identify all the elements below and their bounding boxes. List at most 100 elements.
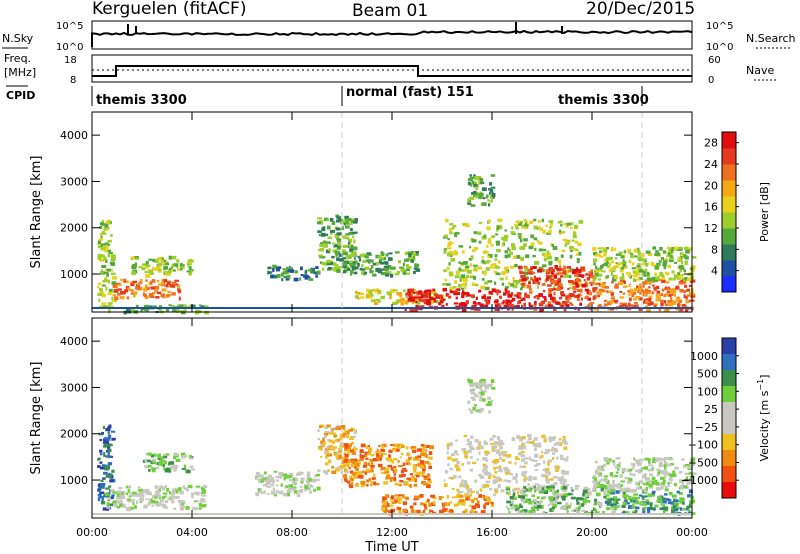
velocity-cell xyxy=(432,500,436,505)
power-cell xyxy=(383,267,388,271)
velocity-cell xyxy=(104,436,107,440)
velocity-cell xyxy=(669,474,674,477)
power-cell xyxy=(156,280,160,283)
power-cell xyxy=(461,283,466,287)
velocity-cell xyxy=(263,479,269,482)
power-cell xyxy=(268,271,272,274)
power-cell xyxy=(272,264,277,268)
velocity-cell xyxy=(686,482,690,485)
power-cell xyxy=(407,297,412,302)
velocity-cell xyxy=(560,506,563,510)
velocity-cell xyxy=(97,493,102,497)
velocity-cell xyxy=(461,483,465,487)
velocity-cell xyxy=(173,507,177,510)
power-cell xyxy=(366,288,369,292)
velocity-cell xyxy=(518,494,521,498)
power-cell xyxy=(609,307,615,311)
velocity-cell xyxy=(317,469,321,472)
velocity-cell xyxy=(533,459,538,462)
velocity-cell xyxy=(474,404,477,407)
power-cell xyxy=(640,262,646,266)
power-cell xyxy=(488,290,493,295)
velocity-cell xyxy=(604,457,608,460)
velocity-cell xyxy=(480,445,484,449)
velocity-cell xyxy=(416,510,421,515)
power-cell xyxy=(467,198,470,203)
power-cell xyxy=(628,304,634,308)
power-cell xyxy=(166,272,171,276)
velocity-cell xyxy=(359,455,365,459)
velocity-cell xyxy=(580,503,585,507)
velocity-cell xyxy=(339,444,345,448)
velocity-cell xyxy=(660,486,664,490)
velocity-cell xyxy=(571,489,574,492)
power-cell xyxy=(505,276,508,281)
power-cell xyxy=(133,291,138,295)
power-cell xyxy=(486,245,489,248)
power-cell xyxy=(286,271,289,274)
velocity-cell xyxy=(313,488,316,492)
velocity-cell xyxy=(398,483,402,487)
velocity-cell xyxy=(352,472,356,476)
velocity-cell xyxy=(475,384,478,388)
power-cell xyxy=(578,293,582,297)
power-cell xyxy=(357,262,360,267)
power-cell xyxy=(274,274,278,279)
power-cell xyxy=(543,298,547,301)
power-cell xyxy=(414,251,419,255)
power-cell xyxy=(376,288,380,291)
velocity-cell xyxy=(255,492,260,496)
power-cell xyxy=(353,266,359,270)
power-cell xyxy=(468,178,473,182)
power-cell xyxy=(340,220,346,224)
power-cell xyxy=(460,287,464,290)
power-cell xyxy=(304,270,307,275)
power-cell xyxy=(364,266,369,270)
power-cell xyxy=(176,284,180,288)
velocity-cell xyxy=(344,444,348,449)
velocity-cell xyxy=(659,482,663,487)
power-cell xyxy=(352,221,358,224)
velocity-cell xyxy=(599,480,602,483)
velocity-cell xyxy=(634,501,640,505)
power-cell xyxy=(645,264,649,267)
velocity-cell xyxy=(574,508,579,511)
power-cell xyxy=(646,308,651,312)
velocity-cell xyxy=(583,498,587,502)
power-cell xyxy=(276,266,282,269)
velocity-cell xyxy=(622,501,627,504)
velocity-cell xyxy=(395,497,398,501)
power-cell xyxy=(563,274,569,278)
velocity-cell xyxy=(662,510,666,514)
power-cell xyxy=(645,300,649,303)
power-cell xyxy=(685,296,688,300)
velocity-cell xyxy=(558,438,562,441)
power-cell xyxy=(670,248,674,253)
power-cell xyxy=(398,260,401,264)
power-cell xyxy=(375,254,380,259)
power-cell xyxy=(614,247,617,251)
power-cell xyxy=(453,250,457,254)
power-cell xyxy=(570,303,574,307)
power-cell xyxy=(565,296,569,301)
velocity-cell xyxy=(268,478,271,482)
velocity-cell xyxy=(510,507,516,510)
velocity-cell xyxy=(108,473,113,476)
velocity-cell xyxy=(116,496,121,500)
power-cell xyxy=(463,278,468,283)
velocity-cell xyxy=(464,508,468,513)
velocity-cell xyxy=(647,458,651,461)
power-cell xyxy=(618,281,624,285)
power-cell xyxy=(523,302,526,307)
velocity-cell xyxy=(679,497,684,502)
power-cell xyxy=(634,287,639,292)
power-cell xyxy=(574,224,578,229)
velocity-cell xyxy=(428,503,432,507)
velocity-cell xyxy=(376,453,380,458)
velocity-cell xyxy=(625,489,628,492)
velocity-cell xyxy=(154,500,159,504)
power-cell xyxy=(190,304,196,309)
power-cell xyxy=(590,281,595,285)
velocity-cell xyxy=(134,505,137,509)
power-cell xyxy=(560,275,564,278)
